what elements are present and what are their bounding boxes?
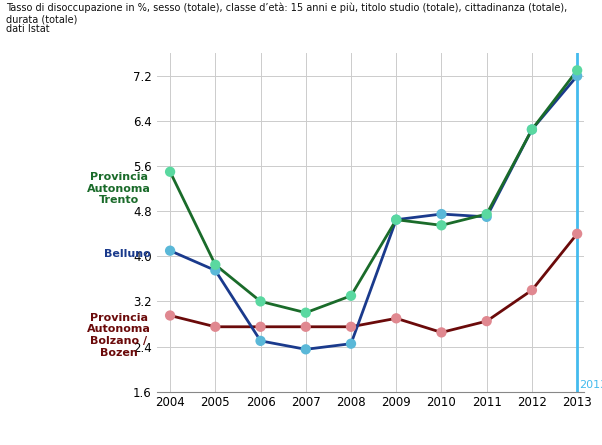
Point [166,168,175,175]
Point [436,222,446,229]
Text: Provincia
Autonoma
Trento: Provincia Autonoma Trento [87,172,150,205]
Point [301,346,311,353]
Point [573,230,582,237]
Point [436,329,446,336]
Point [346,323,356,330]
Point [211,267,220,274]
Point [346,292,356,299]
Point [482,213,491,220]
Point [166,247,175,254]
Point [391,216,401,223]
Point [527,287,537,294]
Point [482,210,491,218]
Point [166,312,175,319]
Text: Belluno: Belluno [104,248,150,259]
Point [256,323,265,330]
Point [301,309,311,316]
Point [211,261,220,268]
Point [482,318,491,325]
Text: dati Istat: dati Istat [6,24,49,34]
Text: 2013: 2013 [579,380,602,390]
Point [391,315,401,322]
Text: Provincia
Autonoma
Bolzano /
Bozen: Provincia Autonoma Bolzano / Bozen [87,313,150,358]
Point [256,337,265,344]
Point [256,298,265,305]
Point [391,216,401,223]
Point [301,323,311,330]
Point [527,126,537,133]
Point [211,323,220,330]
Point [573,67,582,74]
Point [436,210,446,218]
Text: Tasso di disoccupazione in %, sesso (totale), classe d’età: 15 anni e più, titol: Tasso di disoccupazione in %, sesso (tot… [6,2,567,24]
Point [573,73,582,80]
Point [346,340,356,347]
Point [527,126,537,133]
